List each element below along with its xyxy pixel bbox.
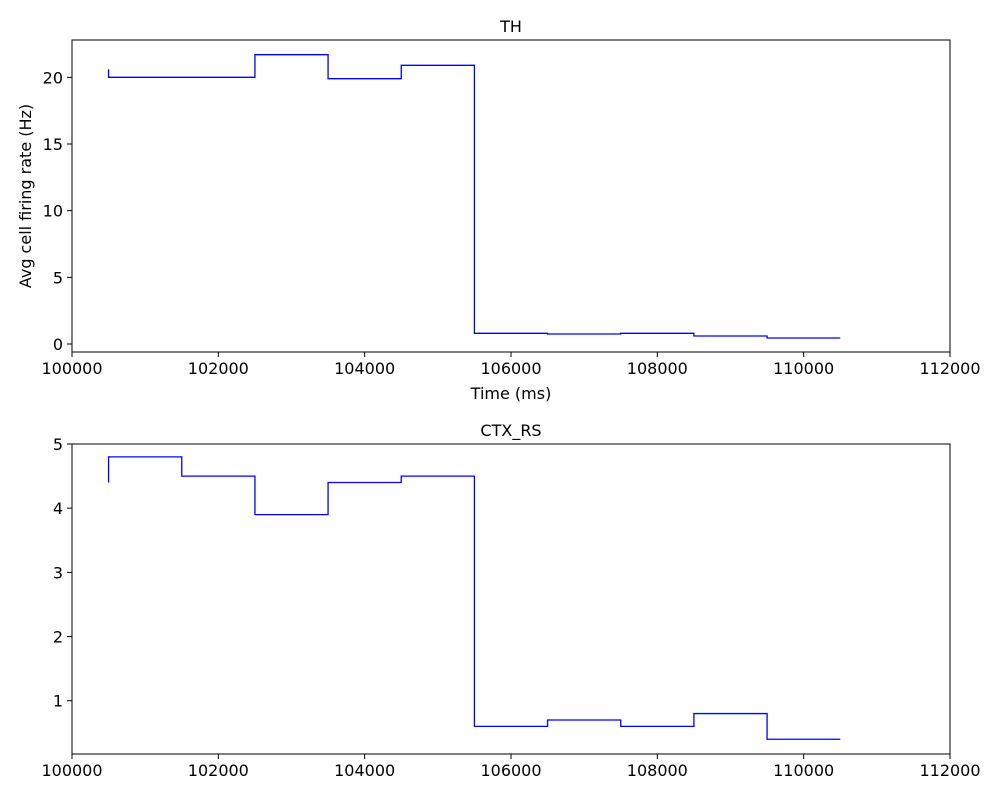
ctx-rs-panel-title: CTX_RS — [480, 421, 541, 441]
ctx-rs-y-tick-label-4: 5 — [53, 435, 63, 454]
th-x-tick-label-1: 102000 — [188, 359, 249, 378]
th-y-tick-label-2: 10 — [43, 202, 63, 221]
th-x-tick-label-3: 106000 — [480, 359, 541, 378]
ctx-rs-series-line-0 — [107, 456, 841, 740]
th-x-tick-label-4: 108000 — [627, 359, 688, 378]
ctx-rs-y-tick-label-3: 4 — [53, 499, 63, 518]
ctx-rs-x-tick-label-1: 102000 — [188, 761, 249, 780]
th-x-tick-label-2: 104000 — [334, 359, 395, 378]
th-x-tick-label-5: 110000 — [773, 359, 834, 378]
ctx-rs-series — [107, 456, 841, 740]
th-panel: TH Time (ms) Avg cell firing rate (Hz) 1… — [16, 17, 981, 403]
ctx-rs-plot-frame — [71, 443, 951, 755]
ctx-rs-y-tick-label-1: 2 — [53, 628, 63, 647]
ctx-rs-x-tick-label-3: 106000 — [480, 761, 541, 780]
ctx-rs-panel: CTX_RS 100000 102000 104000 106000 108000 110… — [41, 421, 980, 780]
ctx-rs-x-tick-label-4: 108000 — [627, 761, 688, 780]
th-x-tick-label-0: 100000 — [41, 359, 102, 378]
th-series — [107, 54, 841, 339]
ctx-rs-x-tick-label-0: 100000 — [41, 761, 102, 780]
th-ticks: 100000 102000 104000 106000 108000 110000 1120… — [41, 68, 980, 378]
ctx-rs-y-tick-label-2: 3 — [53, 563, 63, 582]
th-x-axis-label: Time (ms) — [470, 384, 552, 403]
th-y-tick-label-0: 0 — [53, 335, 63, 354]
th-y-tick-label-1: 5 — [53, 268, 63, 287]
ctx-rs-y-tick-label-0: 1 — [53, 692, 63, 711]
th-panel-title: TH — [499, 17, 522, 36]
ctx-rs-x-tick-label-6: 112000 — [919, 761, 980, 780]
th-plot-frame — [71, 39, 951, 353]
th-y-tick-label-4: 20 — [43, 68, 63, 87]
th-y-tick-label-3: 15 — [43, 135, 63, 154]
th-x-tick-label-6: 112000 — [919, 359, 980, 378]
th-y-axis-label: Avg cell firing rate (Hz) — [16, 104, 35, 288]
ctx-rs-x-tick-label-5: 110000 — [773, 761, 834, 780]
ctx-rs-ticks: 100000 102000 104000 106000 108000 110000 1120… — [41, 435, 980, 780]
ctx-rs-x-tick-label-2: 104000 — [334, 761, 395, 780]
th-series-line-0 — [107, 54, 841, 339]
